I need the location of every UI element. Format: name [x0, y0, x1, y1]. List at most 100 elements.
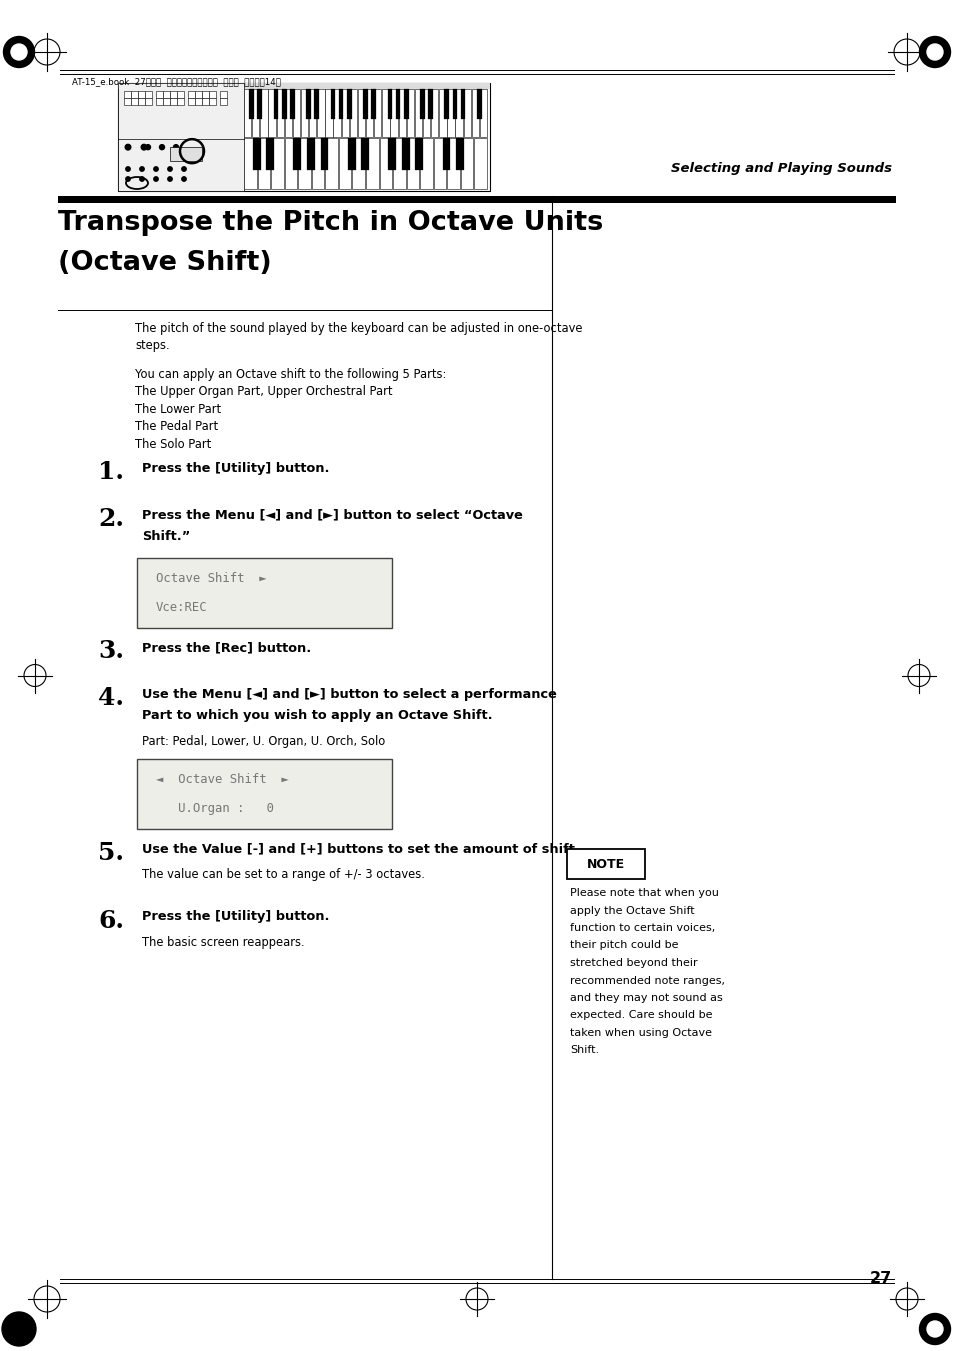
Text: Part to which you wish to apply an Octave Shift.: Part to which you wish to apply an Octav… [142, 709, 492, 723]
Text: The Pedal Part: The Pedal Part [135, 420, 218, 434]
Text: Shift.”: Shift.” [142, 530, 191, 543]
Bar [220, 91, 226, 97]
Bar [274, 89, 278, 119]
Text: 3.: 3. [98, 639, 124, 663]
Bar [455, 89, 462, 136]
Bar [338, 138, 351, 189]
Bar [366, 89, 373, 136]
Bar [456, 138, 463, 170]
Bar [388, 138, 395, 170]
Bar [350, 89, 356, 136]
Bar [415, 89, 421, 136]
Bar [145, 91, 152, 97]
Text: their pitch could be: their pitch could be [569, 940, 678, 951]
Text: Transpose the Pitch in Octave Units: Transpose the Pitch in Octave Units [58, 209, 602, 236]
Text: Use the Value [-] and [+] buttons to set the amount of shift.: Use the Value [-] and [+] buttons to set… [142, 843, 579, 855]
Bar [194, 99, 201, 104]
Circle shape [126, 177, 130, 181]
Text: 4.: 4. [98, 686, 124, 711]
Circle shape [4, 36, 34, 68]
Text: Press the [Utility] button.: Press the [Utility] button. [142, 911, 329, 924]
Bar [325, 89, 333, 136]
Text: Part: Pedal, Lower, U. Organ, U. Orch, Solo: Part: Pedal, Lower, U. Organ, U. Orch, S… [142, 735, 385, 748]
Bar [460, 89, 465, 119]
Bar [382, 89, 389, 136]
Text: Selecting and Playing Sounds: Selecting and Playing Sounds [670, 162, 891, 176]
Text: NOTE: NOTE [586, 858, 624, 870]
Bar [447, 89, 455, 136]
Bar [276, 89, 284, 136]
Circle shape [168, 166, 172, 172]
Bar [401, 138, 410, 170]
Bar [253, 138, 260, 170]
Bar [300, 89, 308, 136]
Bar [393, 138, 405, 189]
Text: steps.: steps. [135, 339, 170, 353]
Bar [387, 89, 392, 119]
Bar [479, 89, 487, 136]
Bar [366, 138, 378, 189]
Bar [361, 138, 369, 170]
Bar [271, 138, 283, 189]
Bar [124, 91, 131, 97]
Bar [309, 89, 316, 136]
Bar [371, 89, 375, 119]
Text: The Upper Organ Part, Upper Orchestral Part: The Upper Organ Part, Upper Orchestral P… [135, 385, 392, 399]
Bar [138, 99, 144, 104]
Circle shape [126, 166, 130, 172]
Text: 6.: 6. [98, 908, 124, 932]
Bar [170, 91, 176, 97]
Bar [156, 91, 162, 97]
Bar [220, 99, 226, 104]
Bar [188, 99, 194, 104]
Circle shape [159, 145, 164, 150]
Text: The Lower Part: The Lower Part [135, 403, 221, 416]
Text: U.Organ :   0: U.Organ : 0 [156, 802, 274, 816]
Text: Shift.: Shift. [569, 1046, 598, 1055]
Bar [363, 89, 368, 119]
Bar [357, 89, 365, 136]
Bar [476, 89, 481, 119]
Bar [298, 138, 311, 189]
Text: function to certain voices,: function to certain voices, [569, 923, 715, 934]
Bar [406, 89, 414, 136]
Bar [284, 138, 297, 189]
Text: Press the [Utility] button.: Press the [Utility] button. [142, 462, 329, 476]
Bar [252, 89, 259, 136]
Bar [307, 138, 314, 170]
Bar [352, 138, 365, 189]
Bar [320, 138, 328, 170]
Bar [188, 91, 194, 97]
Text: stretched beyond their: stretched beyond their [569, 958, 697, 969]
Bar [444, 89, 449, 119]
Bar [156, 99, 162, 104]
Bar [419, 89, 424, 119]
Bar [325, 138, 337, 189]
Text: AT-15_e.book  27ページ  ２００５年１月２１日  金曜日  午後８時14分: AT-15_e.book 27ページ ２００５年１月２１日 金曜日 午後８時14… [71, 77, 280, 86]
Bar [145, 99, 152, 104]
Bar [316, 89, 324, 136]
Circle shape [182, 166, 186, 172]
Text: The pitch of the sound played by the keyboard can be adjusted in one-octave: The pitch of the sound played by the key… [135, 322, 582, 335]
Circle shape [140, 177, 144, 181]
Bar [177, 99, 183, 104]
Bar [124, 99, 131, 104]
Bar [294, 138, 301, 170]
Bar [118, 82, 244, 190]
Bar [306, 89, 311, 119]
Circle shape [140, 166, 144, 172]
Circle shape [173, 145, 178, 150]
Circle shape [919, 36, 949, 68]
Bar [202, 99, 209, 104]
Circle shape [926, 1321, 942, 1337]
Bar [293, 89, 300, 136]
Bar [347, 89, 352, 119]
Bar [463, 89, 471, 136]
Bar [58, 196, 895, 204]
Text: Press the Menu [◄] and [►] button to select “Octave: Press the Menu [◄] and [►] button to sel… [142, 508, 522, 521]
Text: The basic screen reappears.: The basic screen reappears. [142, 936, 304, 948]
Bar [434, 138, 446, 189]
Bar [431, 89, 438, 136]
Bar [422, 89, 430, 136]
Circle shape [926, 45, 942, 59]
